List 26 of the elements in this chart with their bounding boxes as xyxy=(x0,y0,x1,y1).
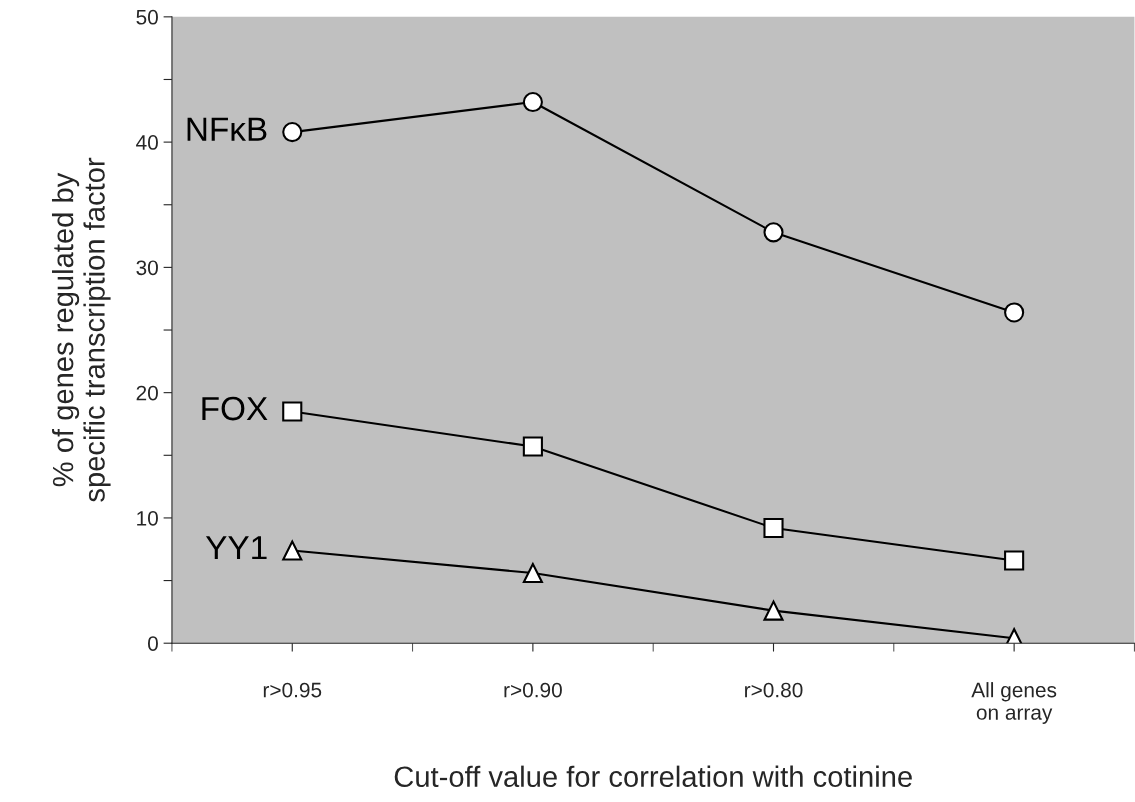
point xyxy=(1004,550,1025,571)
y-axis-title: % of genes regulated by specific transcription factor xyxy=(51,157,111,502)
series-label: NFκB xyxy=(187,117,267,141)
point xyxy=(763,600,784,621)
y-tick-label: 20 xyxy=(136,385,158,401)
point xyxy=(522,436,543,457)
y-tick-label: 30 xyxy=(136,260,158,276)
point xyxy=(282,540,303,561)
y-tick-label: 40 xyxy=(136,135,158,150)
point xyxy=(1004,302,1025,323)
x-axis-title: Cut-off value for correlation with cotinine xyxy=(394,765,912,788)
y-tick-label: 10 xyxy=(137,510,158,526)
x-tick-label: r>0.80 xyxy=(745,682,803,698)
y-tick-label: 0 xyxy=(147,636,158,651)
y-tick-label: 50 xyxy=(136,9,158,25)
point xyxy=(763,517,784,539)
point xyxy=(522,91,543,113)
series-label: YY1 xyxy=(205,536,267,560)
x-tick-label: r>0.95 xyxy=(263,682,322,698)
point xyxy=(282,401,303,422)
x-tick-label: All genes on array xyxy=(971,682,1057,724)
point xyxy=(763,222,784,243)
point xyxy=(522,562,543,584)
x-tick-label: r>0.90 xyxy=(504,682,562,698)
point xyxy=(282,122,303,143)
series-label: FOX xyxy=(202,396,268,421)
